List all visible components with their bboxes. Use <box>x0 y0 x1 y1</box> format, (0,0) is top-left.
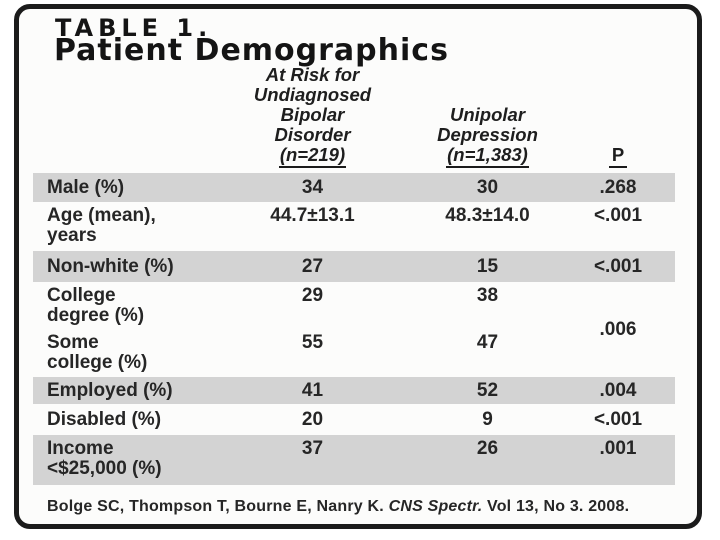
table-title: Patient Demographics <box>54 33 449 68</box>
table-row-group-education: College degree (%) 29 38 Some college (%… <box>33 282 675 377</box>
p-value: <.001 <box>593 408 643 430</box>
row-label: Employed (%) <box>47 379 173 401</box>
header-risk-lines: At Risk for Undiagnosed Bipolar Disorder <box>253 64 372 145</box>
p-value-shared: .006 <box>599 318 637 340</box>
header-unipolar-n: (n=1,383) <box>446 145 529 168</box>
row-label: Income <$25,000 (%) <box>47 438 162 479</box>
header-unipolar-lines: Unipolar Depression <box>437 104 538 145</box>
unipolar-value: 48.3±14.0 <box>445 205 530 226</box>
unipolar-value: 47 <box>476 332 499 353</box>
row-label: Disabled (%) <box>47 408 162 430</box>
unipolar-value: 26 <box>476 438 499 459</box>
header-p-label: P <box>608 145 628 168</box>
journal-name: CNS Spectr. <box>388 498 483 515</box>
row-label: Male (%) <box>47 176 125 198</box>
risk-value: 44.7±13.1 <box>270 205 355 226</box>
unipolar-value: 9 <box>482 408 493 430</box>
p-value: <.001 <box>593 255 643 277</box>
table-header-row: At Risk for Undiagnosed Bipolar Disorder… <box>33 56 675 168</box>
p-value: <.001 <box>593 205 643 226</box>
table-row-nonwhite: Non-white (%) 27 15 <.001 <box>33 251 675 282</box>
p-value: .001 <box>599 438 637 459</box>
header-col-p: P <box>575 145 675 168</box>
risk-value: 37 <box>301 438 324 459</box>
unipolar-value: 38 <box>476 285 499 306</box>
row-label: Age (mean), years <box>47 205 156 246</box>
unipolar-value: 30 <box>476 176 499 198</box>
risk-value: 34 <box>301 176 324 198</box>
header-risk-n: (n=219) <box>278 145 347 168</box>
header-col-unipolar: Unipolar Depression (n=1,383) <box>400 105 575 168</box>
citation-volume: Vol 13, No 3. 2008. <box>482 498 630 515</box>
table-row-age: Age (mean), years 44.7±13.1 48.3±14.0 <.… <box>33 202 675 251</box>
table-row-employed: Employed (%) 41 52 .004 <box>33 377 675 404</box>
p-value: .268 <box>599 176 637 198</box>
unipolar-value: 15 <box>476 255 499 277</box>
table-number: TABLE 1. <box>55 14 213 42</box>
risk-value: 55 <box>301 332 324 353</box>
risk-value: 29 <box>301 285 324 306</box>
row-label: Non-white (%) <box>47 255 174 277</box>
row-label: Some college (%) <box>47 332 148 373</box>
table-row-male: Male (%) 34 30 .268 <box>33 173 675 202</box>
table-row-income: Income <$25,000 (%) 37 26 .001 <box>33 435 675 485</box>
p-value: .004 <box>599 379 637 401</box>
risk-value: 27 <box>301 255 324 277</box>
citation-authors: Bolge SC, Thompson T, Bourne E, Nanry K. <box>47 498 389 515</box>
unipolar-value: 52 <box>476 379 499 401</box>
header-col-risk: At Risk for Undiagnosed Bipolar Disorder… <box>225 65 400 168</box>
row-label: College degree (%) <box>47 285 145 326</box>
risk-value: 20 <box>301 408 324 430</box>
table-row-disabled: Disabled (%) 20 9 <.001 <box>33 404 675 435</box>
risk-value: 41 <box>301 379 324 401</box>
citation: Bolge SC, Thompson T, Bourne E, Nanry K.… <box>47 498 692 516</box>
